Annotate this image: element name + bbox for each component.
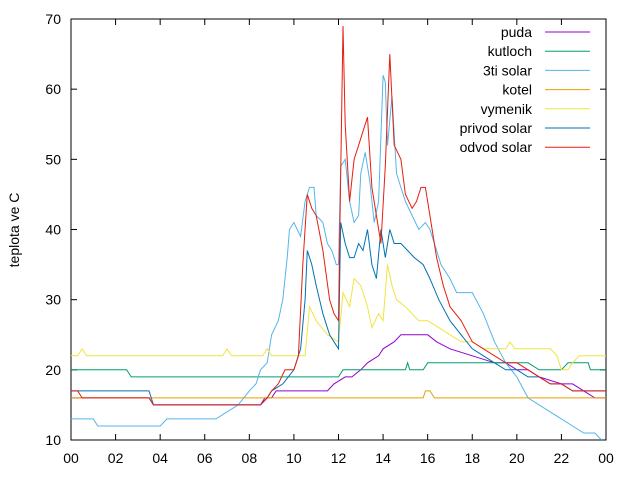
x-tick-label: 12 <box>331 450 347 466</box>
y-tick-label: 10 <box>45 432 61 448</box>
legend-label: kotel <box>502 82 532 98</box>
x-tick-label: 10 <box>286 450 302 466</box>
legend-label: vymenik <box>481 101 533 117</box>
x-tick-label: 06 <box>197 450 213 466</box>
chart-legend: puda kutloch 3ti solar kotel vymenik privod s… <box>460 24 590 155</box>
y-tick-label: 30 <box>45 292 61 308</box>
series-line-privod-solar <box>71 222 606 406</box>
legend-label: privod solar <box>460 120 533 136</box>
y-tick-label: 60 <box>45 81 61 97</box>
x-tick-label: 22 <box>554 450 570 466</box>
x-tick-label: 18 <box>464 450 480 466</box>
series-line-odvod-solar <box>71 25 606 406</box>
y-axis-title: teplota ve C <box>6 193 22 268</box>
x-tick-label: 00 <box>598 450 614 466</box>
y-tick-label: 70 <box>45 11 61 27</box>
legend-label: puda <box>501 24 532 40</box>
legend-label: 3ti solar <box>483 62 532 78</box>
y-tick-label: 20 <box>45 362 61 378</box>
x-tick-label: 20 <box>509 450 525 466</box>
x-tick-label: 08 <box>242 450 258 466</box>
series-line-vymenik <box>71 264 606 371</box>
x-tick-label: 02 <box>108 450 124 466</box>
series-line-3ti-solar <box>71 74 602 441</box>
chart-series <box>71 25 606 441</box>
x-tick-label: 14 <box>375 450 391 466</box>
y-tick-label: 40 <box>45 222 61 238</box>
x-tick-label: 16 <box>420 450 436 466</box>
x-tick-label: 04 <box>152 450 168 466</box>
series-line-kutloch <box>71 361 606 378</box>
x-tick-label: 00 <box>63 450 79 466</box>
legend-label: odvod solar <box>460 139 533 155</box>
legend-label: kutloch <box>488 43 532 59</box>
y-tick-label: 50 <box>45 151 61 167</box>
series-line-kotel <box>71 390 606 399</box>
